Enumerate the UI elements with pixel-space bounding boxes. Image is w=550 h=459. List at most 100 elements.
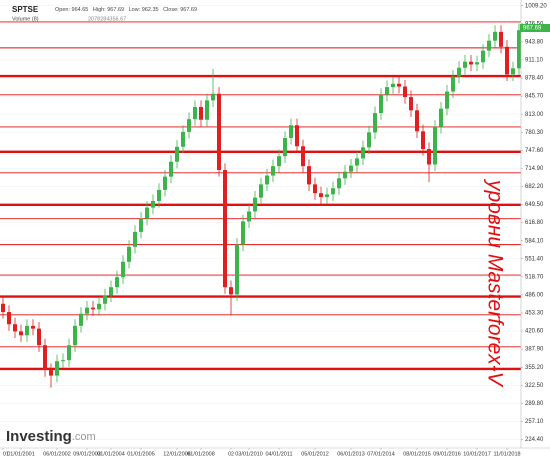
candle-body: [127, 246, 131, 262]
y-tick-label: 714.90: [525, 166, 544, 172]
candle-body: [415, 110, 419, 132]
candle-body: [511, 68, 515, 75]
candle-body: [475, 62, 479, 65]
candle-body: [19, 331, 23, 336]
candle-body: [73, 325, 77, 346]
volume-label: Volume (8): [12, 16, 39, 22]
candle-body: [403, 86, 407, 98]
y-tick-label: 845.70: [525, 94, 544, 100]
x-tick-label: 09/01/2016: [433, 451, 461, 457]
candle-body: [325, 194, 329, 198]
candle-body: [151, 200, 155, 208]
candle-body: [409, 97, 413, 111]
candle-body: [163, 176, 167, 190]
candle-body: [295, 125, 299, 147]
watermark-suffix: .com: [72, 431, 96, 443]
candle-body: [25, 325, 29, 336]
candle-body: [433, 126, 437, 165]
candle-body: [223, 170, 227, 288]
candle-body: [301, 146, 305, 167]
close-label: Close: 967.69: [163, 7, 197, 13]
y-tick-label: 257.10: [525, 419, 544, 425]
candle-body: [343, 171, 347, 179]
y-tick-label: 878.40: [525, 76, 544, 82]
candle-body: [331, 188, 335, 195]
x-tick-label: 09/01/2003: [73, 451, 101, 457]
candle-body: [241, 221, 245, 245]
candle-body: [199, 107, 203, 120]
x-tick-label: 02: [228, 451, 234, 457]
volume-value: 2078284356.67: [88, 16, 126, 22]
y-tick-label: 551.40: [525, 256, 544, 262]
candle-body: [493, 31, 497, 41]
x-tick-label: 04/01/2011: [265, 451, 292, 457]
candle-body: [37, 328, 41, 346]
low-label: Low: 962.35: [129, 7, 159, 13]
y-tick-label: 355.20: [525, 365, 544, 371]
candle-body: [481, 50, 485, 63]
y-tick-label: 289.80: [525, 401, 544, 407]
candle-body: [379, 94, 383, 114]
x-tick-label: 05/01/2012: [301, 451, 329, 457]
levels: [0, 21, 521, 371]
candle-body: [373, 113, 377, 133]
y-tick-label: 682.20: [525, 184, 544, 190]
candle-body: [319, 193, 323, 198]
candle-body: [31, 325, 35, 329]
candle-body: [397, 83, 401, 87]
y-tick-label: 486.00: [525, 292, 544, 298]
candle-body: [187, 119, 191, 132]
candle-body: [133, 231, 137, 247]
candle-body: [97, 303, 101, 310]
candle-body: [211, 93, 215, 101]
x-tick-label: 01/01/2001: [7, 451, 35, 457]
candle-body: [445, 91, 449, 109]
x-tick-label: 01/01/2004: [97, 451, 125, 457]
candle-body: [499, 31, 503, 47]
x-tick-label: 07/01/2014: [367, 451, 395, 457]
x-tick-label: 11/01/2018: [493, 451, 520, 457]
candle-body: [469, 61, 473, 65]
candle-body: [205, 100, 209, 120]
y-tick-label: 584.10: [525, 238, 544, 244]
candle-body: [517, 30, 521, 69]
candle-body: [49, 370, 53, 376]
candle-body: [289, 125, 293, 138]
candle-body: [109, 287, 113, 296]
candle-body: [361, 147, 365, 159]
x-tick-label: 12/01/2006: [163, 451, 191, 457]
candle-body: [121, 261, 125, 278]
candle-body: [145, 207, 149, 219]
y-tick-label: 224.40: [525, 437, 544, 443]
y-tick-label: 420.60: [525, 329, 544, 335]
candle-body: [265, 175, 269, 185]
candle-body: [139, 218, 143, 232]
candle-body: [7, 312, 11, 325]
candle-body: [367, 132, 371, 148]
open-label: Open: 964.65: [55, 7, 88, 13]
y-tick-label: 911.10: [525, 58, 544, 64]
x-tick-label: 01/01/2008: [187, 451, 215, 457]
x-tick-label: 06/01/2002: [43, 451, 71, 457]
candle-body: [247, 211, 251, 222]
candle-body: [169, 161, 173, 177]
candle-body: [85, 307, 89, 314]
candle-body: [13, 324, 17, 332]
y-tick-label: 453.30: [525, 311, 544, 317]
candle-body: [157, 189, 161, 201]
candle-body: [421, 131, 425, 150]
candle-body: [115, 277, 119, 288]
watermark-main: Investing: [6, 428, 72, 445]
y-tick-label: 813.00: [525, 112, 544, 118]
candle-body: [505, 46, 509, 75]
last-price-tag: [520, 24, 550, 32]
candle-body: [385, 87, 389, 95]
candle-body: [79, 313, 83, 326]
x-tick-label: 03/01/2010: [235, 451, 263, 457]
y-tick-label: 649.50: [525, 202, 544, 208]
candle-body: [457, 67, 461, 77]
candle-body: [175, 146, 179, 162]
candle-body: [337, 178, 341, 189]
